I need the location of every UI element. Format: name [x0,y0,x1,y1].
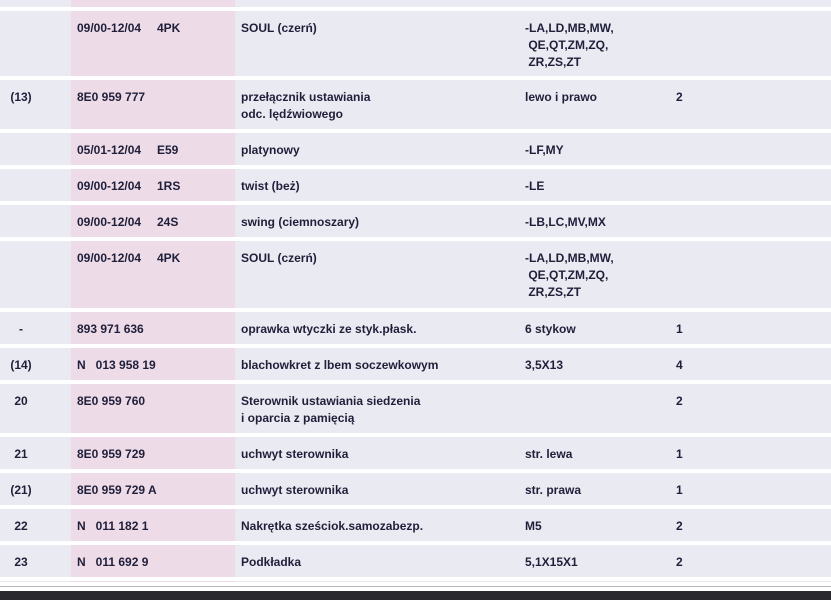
position-number: 20 [14,394,28,408]
position-number: 22 [14,519,28,533]
remark: str. lewa [525,447,573,461]
quantity: 4 [676,358,683,372]
part-row[interactable]: 21 8E0 959 729 uchwyt sterownika str. lewa 1 [0,437,831,473]
color-code: 24S [157,215,179,229]
variant-row[interactable]: 09/00-12/04 4PK SOUL (czerń) -LA,LD,MB,MW, … [0,11,831,80]
position-number: - [19,322,23,336]
description: SOUL (czerń) [241,251,317,265]
part-number: 893 971 636 [77,322,144,336]
date-range: 09/00-12/04 [77,215,142,229]
description: Nakrętka sześciok.samozabezp. [241,519,424,533]
date-range: 09/00-12/04 [77,21,142,35]
color-code: 4PK [157,251,181,265]
description: SOUL (czerń) [241,21,317,35]
part-row[interactable]: (13) 8E0 959 777 przełącznik ustawiania od… [0,80,831,133]
divider [0,586,831,587]
description: platynowy [241,143,300,157]
position-number: (13) [10,90,32,104]
part-number: 8E0 959 729 A [77,483,157,497]
part-number: N 011 692 9 [77,555,149,569]
part-number-column-band [71,11,235,76]
position-number: 21 [14,447,28,461]
remark: lewo i prawo [525,90,598,104]
position-number: (21) [10,483,32,497]
remark: -LE [525,179,545,193]
description: blachowkret z lbem soczewkowym [241,358,439,372]
quantity: 2 [676,394,683,408]
remark: -LA,LD,MB,MW, QE,QT,ZM,ZQ, ZR,ZS,ZT [525,251,614,299]
variant-row[interactable]: 05/01-12/04 E59 platynowy -LF,MY [0,133,831,169]
part-row[interactable]: 23 N 011 692 9 Podkładka 5,1X15X1 2 [0,545,831,581]
remark: 5,1X15X1 [525,555,578,569]
variant-row[interactable] [0,0,831,11]
part-number-column-band [71,312,235,344]
quantity: 1 [676,483,683,497]
part-row[interactable]: 22 N 011 182 1 Nakrętka sześciok.samozabez… [0,509,831,545]
description: uchwyt sterownika [241,483,349,497]
position-number: 23 [14,555,28,569]
part-number-column-band [71,437,235,469]
remark: -LF,MY [525,143,564,157]
remark: -LB,LC,MV,MX [525,215,606,229]
part-number-column-band [71,348,235,380]
remark: str. prawa [525,483,582,497]
color-code: 4PK [157,21,181,35]
remark: -LA,LD,MB,MW, QE,QT,ZM,ZQ, ZR,ZS,ZT [525,21,614,69]
description: uchwyt sterownika [241,447,349,461]
part-number-column-band [71,509,235,541]
quantity: 1 [676,322,683,336]
part-row[interactable]: - 893 971 636 oprawka wtyczki ze styk.płas… [0,312,831,348]
part-row[interactable]: 20 8E0 959 760 Sterownik ustawiania siedze… [0,384,831,437]
date-range: 09/00-12/04 [77,179,142,193]
quantity: 1 [676,447,683,461]
variant-row[interactable]: 09/00-12/04 1RS twist (beż) -LE [0,169,831,205]
remark: M5 [525,519,542,533]
description: Podkładka [241,555,302,569]
quantity: 2 [676,519,683,533]
description: oprawka wtyczki ze styk.płask. [241,322,417,336]
part-number-column-band [71,384,235,433]
bottom-scrollbar[interactable] [0,582,831,600]
position-number: (14) [10,358,32,372]
color-code: 1RS [157,179,181,193]
part-number-column-band [71,545,235,577]
quantity: 2 [676,90,683,104]
description: twist (beż) [241,179,300,193]
part-number: N 013 958 19 [77,358,156,372]
quantity: 2 [676,555,683,569]
part-row[interactable]: (21) 8E0 959 729 A uchwyt sterownika str. p… [0,473,831,509]
description: Sterownik ustawiania siedzenia i oparcia… [241,394,421,425]
remark: 3,5X13 [525,358,564,372]
date-range: 05/01-12/04 [77,143,142,157]
part-row[interactable]: (14) N 013 958 19 blachowkret z lbem socze… [0,348,831,384]
part-number: 8E0 959 729 [77,447,146,461]
variant-row[interactable]: 09/00-12/04 4PK SOUL (czerń) -LA,LD,MB,MW, … [0,241,831,312]
scrollbar-track[interactable] [0,591,831,600]
description: swing (ciemnoszary) [241,215,360,229]
variant-row[interactable]: 09/00-12/04 24S swing (ciemnoszary) -LB,LC,… [0,205,831,241]
color-code: E59 [157,143,179,157]
part-number: 8E0 959 777 [77,90,146,104]
part-number-column-band [71,473,235,505]
remark: 6 stykow [525,322,576,336]
description: przełącznik ustawiania odc. lędźwiowego [241,90,371,121]
part-number-column-band [71,205,235,237]
part-number-column-band [71,0,235,7]
part-number-column-band [71,80,235,129]
part-number-column-band [71,169,235,201]
date-range: 09/00-12/04 [77,251,142,265]
part-number-column-band [71,133,235,165]
part-number: 8E0 959 760 [77,394,146,408]
part-number-column-band [71,241,235,308]
part-number: N 011 182 1 [77,519,149,533]
